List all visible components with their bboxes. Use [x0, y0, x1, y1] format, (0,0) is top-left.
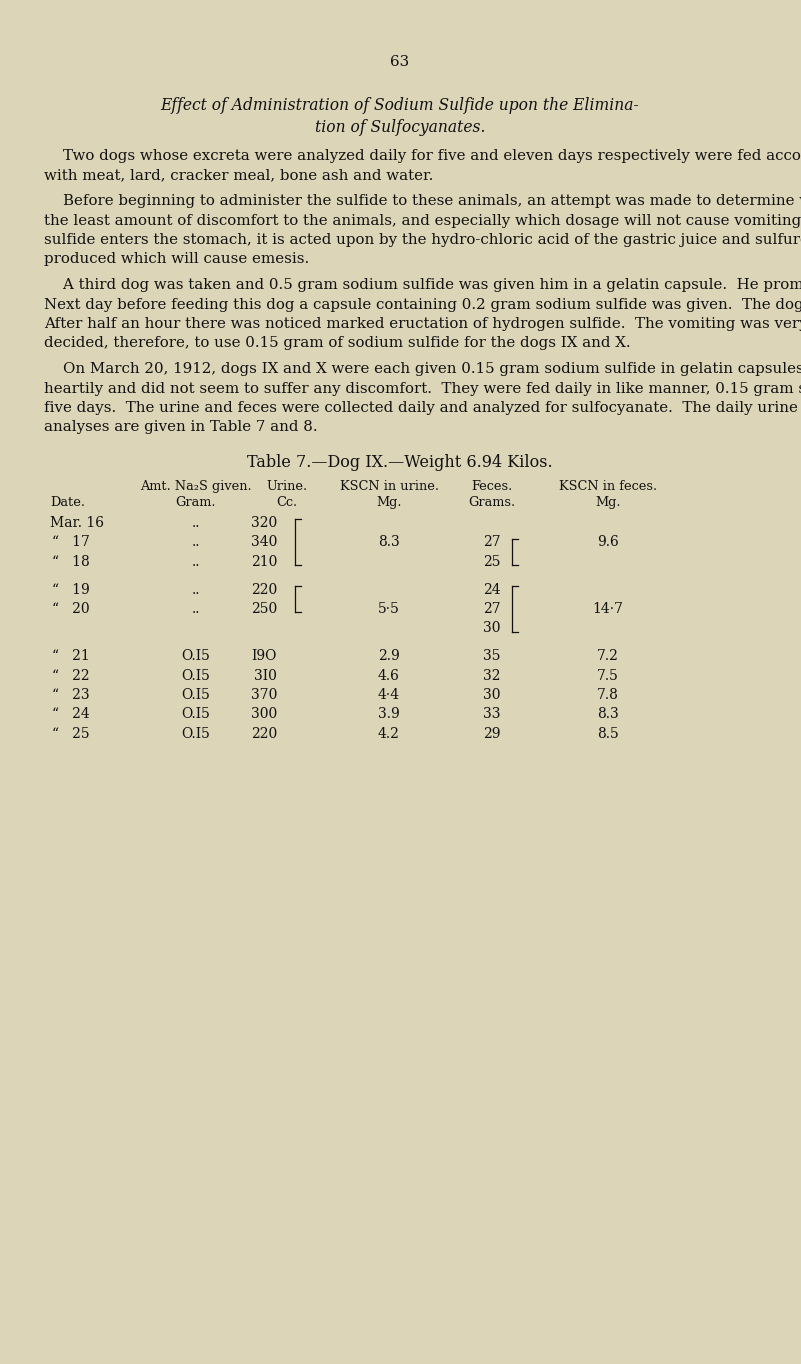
Text: 14·7: 14·7: [593, 602, 623, 617]
Text: 220: 220: [251, 727, 277, 741]
Text: 300: 300: [251, 708, 277, 722]
Text: analyses are given in Table 7 and 8.: analyses are given in Table 7 and 8.: [44, 420, 318, 435]
Text: After half an hour there was noticed marked eructation of hydrogen sulfide.  The: After half an hour there was noticed mar…: [44, 316, 801, 331]
Text: Mg.: Mg.: [376, 496, 402, 509]
Text: 210: 210: [251, 555, 277, 569]
Text: 320: 320: [251, 516, 277, 531]
Text: 63: 63: [390, 55, 409, 70]
Text: “   23: “ 23: [52, 687, 90, 702]
Text: 7.8: 7.8: [597, 687, 619, 702]
Text: 7.5: 7.5: [597, 668, 619, 682]
Text: 32: 32: [483, 668, 501, 682]
Text: with meat, lard, cracker meal, bone ash and water.: with meat, lard, cracker meal, bone ash …: [44, 169, 433, 183]
Text: the least amount of discomfort to the animals, and especially which dosage will : the least amount of discomfort to the an…: [44, 214, 801, 228]
Text: Cc.: Cc.: [276, 496, 297, 509]
Text: Before beginning to administer the sulfide to these animals, an attempt was made: Before beginning to administer the sulfi…: [44, 194, 801, 207]
Text: O.I5: O.I5: [182, 687, 211, 702]
Text: 24: 24: [483, 582, 501, 596]
Text: 4.6: 4.6: [378, 668, 400, 682]
Text: 35: 35: [483, 649, 501, 663]
Text: 30: 30: [483, 622, 501, 636]
Text: ..: ..: [191, 516, 200, 531]
Text: 4.2: 4.2: [378, 727, 400, 741]
Text: Two dogs whose excreta were analyzed daily for five and eleven days respectively: Two dogs whose excreta were analyzed dai…: [44, 149, 801, 164]
Text: 3.9: 3.9: [378, 708, 400, 722]
Text: A third dog was taken and 0.5 gram sodium sulfide was given him in a gelatin cap: A third dog was taken and 0.5 gram sodiu…: [44, 278, 801, 292]
Text: 29: 29: [483, 727, 501, 741]
Text: Table 7.—Dog IX.—Weight 6.94 Kilos.: Table 7.—Dog IX.—Weight 6.94 Kilos.: [248, 454, 553, 471]
Text: “   22: “ 22: [52, 668, 90, 682]
Text: O.I5: O.I5: [182, 668, 211, 682]
Text: KSCN in urine.: KSCN in urine.: [340, 480, 438, 492]
Text: Mar. 16: Mar. 16: [50, 516, 104, 531]
Text: ..: ..: [191, 582, 200, 596]
Text: produced which will cause emesis.: produced which will cause emesis.: [44, 252, 309, 266]
Text: 2.9: 2.9: [378, 649, 400, 663]
Text: tion of Sulfocyanates.: tion of Sulfocyanates.: [315, 119, 485, 136]
Text: “   18: “ 18: [52, 555, 90, 569]
Text: 370: 370: [251, 687, 277, 702]
Text: O.I5: O.I5: [182, 649, 211, 663]
Text: heartily and did not seem to suffer any discomfort.  They were fed daily in like: heartily and did not seem to suffer any …: [44, 382, 801, 396]
Text: 9.6: 9.6: [597, 536, 619, 550]
Text: Amt. Na₂S given.: Amt. Na₂S given.: [140, 480, 252, 492]
Text: 27: 27: [483, 536, 501, 550]
Text: 3I0: 3I0: [254, 668, 277, 682]
Text: O.I5: O.I5: [182, 708, 211, 722]
Text: KSCN in feces.: KSCN in feces.: [559, 480, 657, 492]
Text: ..: ..: [191, 536, 200, 550]
Text: I9O: I9O: [252, 649, 277, 663]
Text: 30: 30: [483, 687, 501, 702]
Text: 8.5: 8.5: [597, 727, 619, 741]
Text: 27: 27: [483, 602, 501, 617]
Text: Gram.: Gram.: [175, 496, 216, 509]
Text: 250: 250: [251, 602, 277, 617]
Text: decided, therefore, to use 0.15 gram of sodium sulfide for the dogs IX and X.: decided, therefore, to use 0.15 gram of …: [44, 337, 630, 351]
Text: Next day before feeding this dog a capsule containing 0.2 gram sodium sulfide wa: Next day before feeding this dog a capsu…: [44, 297, 801, 311]
Text: 25: 25: [483, 555, 501, 569]
Text: 220: 220: [251, 582, 277, 596]
Text: “   19: “ 19: [52, 582, 90, 596]
Text: 33: 33: [483, 708, 501, 722]
Text: Effect of Administration of Sodium Sulfide upon the Elimina-: Effect of Administration of Sodium Sulfi…: [161, 97, 639, 115]
Text: Grams.: Grams.: [469, 496, 516, 509]
Text: Feces.: Feces.: [471, 480, 513, 492]
Text: “   25: “ 25: [52, 727, 90, 741]
Text: Date.: Date.: [50, 496, 85, 509]
Text: 5·5: 5·5: [378, 602, 400, 617]
Text: 4·4: 4·4: [378, 687, 400, 702]
Text: “   20: “ 20: [52, 602, 90, 617]
Text: “   24: “ 24: [52, 708, 90, 722]
Text: “   17: “ 17: [52, 536, 90, 550]
Text: Mg.: Mg.: [595, 496, 621, 509]
Text: 8.3: 8.3: [378, 536, 400, 550]
Text: On March 20, 1912, dogs IX and X were each given 0.15 gram sodium sulfide in gel: On March 20, 1912, dogs IX and X were ea…: [44, 361, 801, 376]
Text: sulfide enters the stomach, it is acted upon by the hydro-chloric acid of the ga: sulfide enters the stomach, it is acted …: [44, 233, 801, 247]
Text: 7.2: 7.2: [597, 649, 619, 663]
Text: Urine.: Urine.: [267, 480, 308, 492]
Text: “   21: “ 21: [52, 649, 90, 663]
Text: ..: ..: [191, 555, 200, 569]
Text: ..: ..: [191, 602, 200, 617]
Text: five days.  The urine and feces were collected daily and analyzed for sulfocyana: five days. The urine and feces were coll…: [44, 401, 801, 415]
Text: O.I5: O.I5: [182, 727, 211, 741]
Text: 8.3: 8.3: [597, 708, 619, 722]
Text: 340: 340: [251, 536, 277, 550]
